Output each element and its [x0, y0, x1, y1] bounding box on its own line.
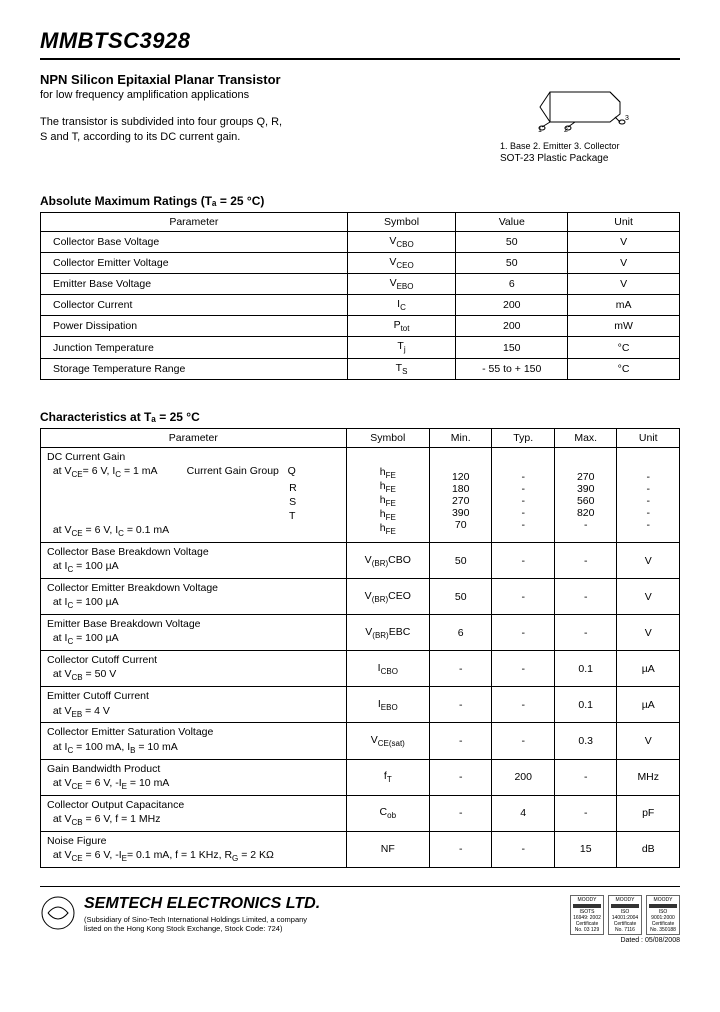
package-area: 1 2 3 1. Base 2. Emitter 3. Collector SO… — [500, 72, 680, 164]
table-row: Emitter Base VoltageVEBO6V — [41, 274, 680, 295]
logo-icon — [40, 895, 76, 931]
part-number: MMBTSC3928 — [40, 28, 680, 54]
svg-text:3: 3 — [625, 115, 629, 122]
package-pins: 1. Base 2. Emitter 3. Collector — [500, 141, 680, 151]
table-row: Storage Temperature RangeTS- 55 to + 150… — [41, 358, 680, 379]
table-row: Collector Emitter Breakdown Voltage at I… — [41, 579, 680, 615]
subtitle: NPN Silicon Epitaxial Planar Transistor — [40, 72, 282, 87]
table-row: DC Current Gain at VCE= 6 V, IC = 1 mA C… — [41, 447, 680, 542]
subtitle-desc: for low frequency amplification applicat… — [40, 89, 282, 101]
table-row: Gain Bandwidth Product at VCE = 6 V, -IE… — [41, 759, 680, 795]
package-icon: 1 2 3 — [520, 72, 640, 132]
certifications: MOODYISOTS 16949: 2002Certificate No. 03… — [570, 895, 680, 935]
table-row: Noise Figure at VCE = 6 V, -IE= 0.1 mA, … — [41, 831, 680, 867]
divider — [40, 58, 680, 60]
company-name: SEMTECH ELECTRONICS LTD. — [84, 895, 320, 913]
dated: Dated : 05/08/2008 — [570, 937, 680, 944]
svg-text:1: 1 — [538, 127, 542, 132]
table-row: Collector Emitter Saturation Voltage at … — [41, 723, 680, 759]
table-row: Power DissipationPtot200mW — [41, 316, 680, 337]
characteristics-table: ParameterSymbolMin.Typ.Max.Unit DC Curre… — [40, 428, 680, 868]
cert-badge: MOODYISO 14001:2004Certificate No. 7116 — [608, 895, 642, 935]
table-row: Junction TemperatureTj150°C — [41, 337, 680, 358]
table-row: Emitter Base Breakdown Voltage at IC = 1… — [41, 615, 680, 651]
cert-badge: MOODYISOTS 16949: 2002Certificate No. 03… — [570, 895, 604, 935]
table-row: Collector CurrentIC200mA — [41, 295, 680, 316]
cert-badge: MOODYISO 9001:2000Certificate No. 350188 — [646, 895, 680, 935]
company-subsidiary: (Subsidiary of Sino-Tech International H… — [84, 915, 320, 933]
abs-max-title: Absolute Maximum Ratings (Tₐ = 25 °C) — [40, 194, 680, 208]
char-title: Characteristics at Tₐ = 25 °C — [40, 410, 680, 424]
table-row: Collector Emitter VoltageVCEO50V — [41, 253, 680, 274]
table-row: Emitter Cutoff Current at VEB = 4 VIEBO-… — [41, 687, 680, 723]
description: The transistor is subdivided into four g… — [40, 115, 282, 146]
footer: SEMTECH ELECTRONICS LTD. (Subsidiary of … — [40, 886, 680, 944]
table-row: Collector Cutoff Current at VCB = 50 VIC… — [41, 651, 680, 687]
package-name: SOT-23 Plastic Package — [500, 153, 680, 164]
svg-text:2: 2 — [564, 127, 568, 132]
table-row: Collector Base Breakdown Voltage at IC =… — [41, 543, 680, 579]
table-row: Collector Output Capacitance at VCB = 6 … — [41, 795, 680, 831]
abs-max-table: ParameterSymbolValueUnit Collector Base … — [40, 212, 680, 380]
table-row: Collector Base VoltageVCBO50V — [41, 232, 680, 253]
